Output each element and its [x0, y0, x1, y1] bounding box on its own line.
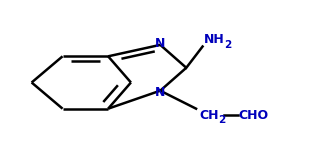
Text: CH: CH [199, 109, 219, 122]
Text: 2: 2 [218, 115, 225, 125]
Text: 2: 2 [224, 40, 231, 50]
Text: CHO: CHO [238, 109, 268, 122]
Text: N: N [155, 86, 165, 99]
Text: N: N [155, 37, 165, 50]
Text: NH: NH [204, 33, 225, 47]
